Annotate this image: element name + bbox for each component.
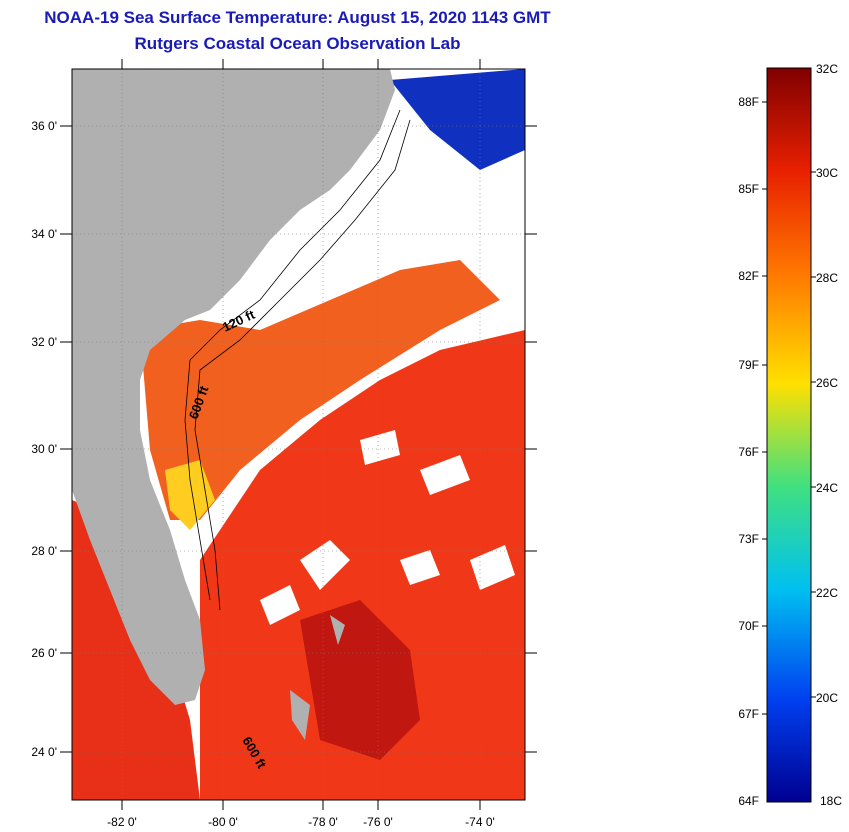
fahrenheit-label: 70F [738,619,759,633]
fahrenheit-label: 79F [738,358,759,372]
cool-water-patch [165,460,215,530]
depth-contour-120ft [184,109,401,601]
lat-label: 32 0' [31,335,57,349]
land-bahamas [290,615,345,740]
latitude-labels: 36 0' 34 0' 32 0' 30 0' 28 0' 26 0' 24 0… [31,119,57,759]
celsius-label: 32C [816,62,838,76]
temperature-colorbar [766,67,812,803]
fahrenheit-label: 82F [738,269,759,283]
cloud-streaks [260,430,515,625]
colorbar-ticks [762,101,816,715]
celsius-label: 18C [820,794,842,808]
fahrenheit-labels: 88F 85F 82F 79F 76F 73F 70F 67F 64F [738,95,759,808]
map-frame [71,68,526,801]
lon-label: -74 0' [465,815,495,829]
celsius-label: 28C [816,271,838,285]
fahrenheit-label: 64F [738,794,759,808]
lon-label: -76 0' [363,815,393,829]
celsius-label: 20C [816,691,838,705]
map-subtitle: Rutgers Coastal Ocean Observation Lab [134,34,461,53]
dark-warm-patch [300,600,420,760]
fahrenheit-label: 85F [738,182,759,196]
lat-label: 30 0' [31,442,57,456]
land-mainland [72,69,395,705]
lat-label: 28 0' [31,544,57,558]
lon-label: -82 0' [107,815,137,829]
lat-label: 34 0' [31,227,57,241]
fahrenheit-label: 88F [738,95,759,109]
lon-label: -78 0' [308,815,338,829]
sst-map: 120 ft 600 ft 600 ft [72,69,525,800]
warm-water-north [140,260,500,520]
fahrenheit-label: 67F [738,707,759,721]
axis-ticks [60,59,537,810]
celsius-label: 26C [816,376,838,390]
fahrenheit-label: 76F [738,445,759,459]
lat-label: 36 0' [31,119,57,133]
cold-water-patch [390,69,525,170]
fahrenheit-label: 73F [738,532,759,546]
warm-water-region [200,330,525,800]
depth-contour-600ft [194,119,411,611]
lat-label: 26 0' [31,646,57,660]
lon-label: -80 0' [208,815,238,829]
celsius-label: 30C [816,166,838,180]
longitude-labels: -82 0' -80 0' -78 0' -76 0' -74 0' [107,815,495,829]
celsius-labels: 32C 30C 28C 26C 24C 22C 20C 18C [816,62,842,808]
celsius-label: 24C [816,481,838,495]
celsius-label: 22C [816,586,838,600]
lat-label: 24 0' [31,745,57,759]
map-title: NOAA-19 Sea Surface Temperature: August … [44,8,551,27]
